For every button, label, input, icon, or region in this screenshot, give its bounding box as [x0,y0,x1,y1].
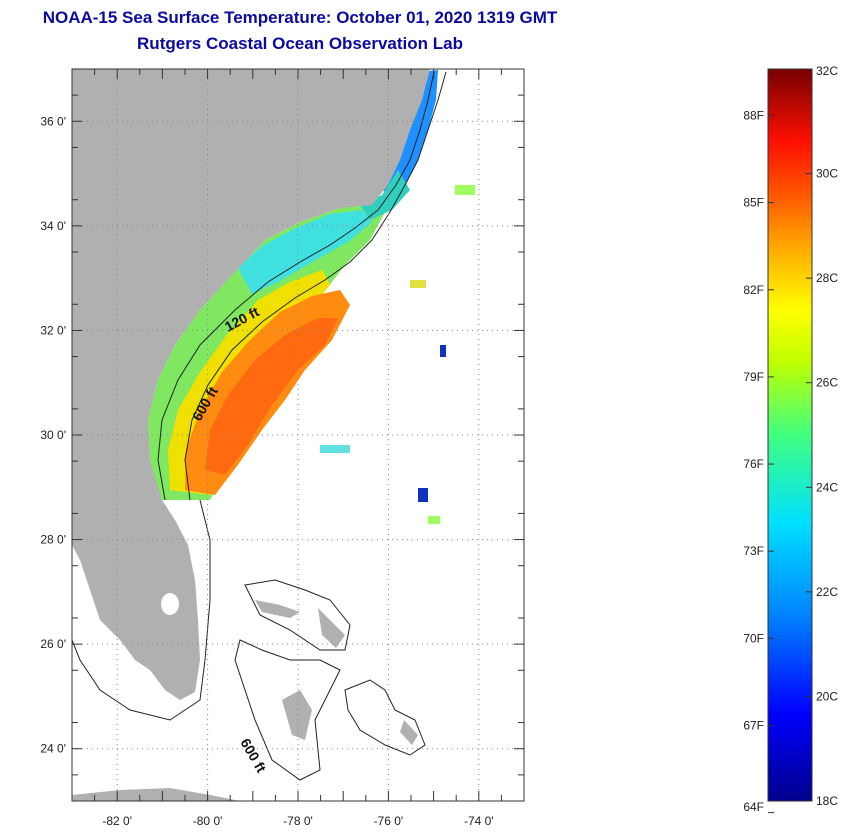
map-subtitle: Rutgers Coastal Ocean Observation Lab [137,34,463,53]
contour-bahamas-north [244,579,351,651]
contour-florida-shelf [72,499,211,721]
sst-field-cyan [238,210,372,294]
graticule [72,69,524,801]
lat-tick-label: 24 0' [40,742,66,756]
lat-tick-label: 30 0' [40,428,66,442]
contour-600ft [184,71,447,501]
sst-patch [320,445,350,453]
lon-tick-label: -82 0' [102,814,132,828]
colorbar-celsius-label: 24C [816,480,838,494]
map-frame [71,68,525,802]
lon-tick-label: -74 0' [464,814,494,828]
map-title: NOAA-15 Sea Surface Temperature: October… [42,8,558,27]
lon-tick-label: -80 0' [193,814,223,828]
colorbar-fahrenheit-label: 88F [743,108,764,122]
colorbar-fahrenheit-label: 70F [743,631,764,645]
lat-tick-label: 36 0' [40,114,66,128]
sst-patch [455,185,475,195]
contour-bahamas-east [344,679,426,756]
lat-tick-label: 32 0' [40,323,66,337]
colorbar-celsius-label: 28C [816,271,838,285]
lon-tick-label: -78 0' [283,814,313,828]
lat-tick-label: 34 0' [40,219,66,233]
colorbar-fahrenheit-label: 76F [743,457,764,471]
colorbar [767,68,813,802]
sst-patch [428,516,440,524]
colorbar-celsius-label: 22C [816,585,838,599]
contour-120ft [157,71,435,501]
land-cuba [72,788,240,801]
colorbar-fahrenheit-label: 73F [743,544,764,558]
colorbar-celsius-label: 32C [816,64,838,78]
contour-bahamas-bank [234,639,341,781]
colorbar-fahrenheit-label: 85F [743,196,764,210]
sst-patch [418,488,428,502]
lon-tick-label: -76 0' [374,814,404,828]
lat-tick-label: 28 0' [40,533,66,547]
colorbar-celsius-label: 30C [816,167,838,181]
land-lake-okeechobee [161,593,179,615]
colorbar-fahrenheit-label: 79F [743,370,764,384]
colorbar-fahrenheit-label: 82F [743,283,764,297]
colorbar-fahrenheit-label: 67F [743,718,764,732]
colorbar-labels: 32C 30C 28C 26C 24C 22C 20C 18C 88F 85F 82F 79F 76F 7… [743,64,838,814]
sst-patch [410,280,426,288]
sst-patch [440,345,446,357]
land-bahamas-abaco [318,608,345,648]
axis-ticks: 24 0' 26 0' 28 0' 30 0' 32 0' 34 0' 36 0' -82 0… [40,69,524,828]
land-bahamas-grand [255,600,300,618]
lat-tick-label: 26 0' [40,637,66,651]
sst-field-red-orange [205,318,338,475]
colorbar-celsius-label: 18C [816,794,838,808]
land-bahamas-andros [282,690,312,740]
colorbar-fahrenheit-label: 64F [743,800,764,814]
colorbar-celsius-label: 26C [816,376,838,390]
land-us-mainland [72,69,430,700]
colorbar-celsius-label: 20C [816,689,838,703]
land-bahamas-eleuthera [400,720,418,745]
